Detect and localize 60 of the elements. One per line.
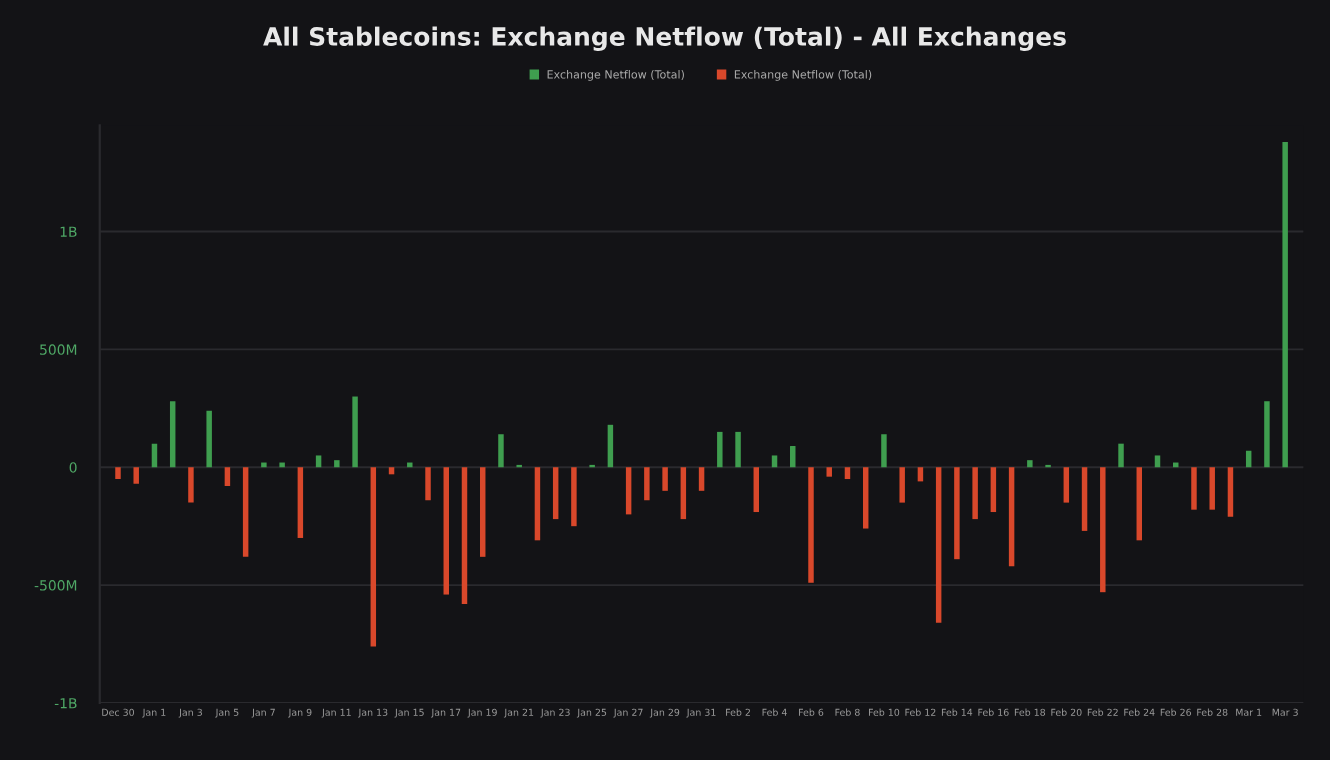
bar [625, 467, 632, 515]
bar [425, 467, 431, 501]
bar [388, 467, 395, 475]
bar [498, 434, 504, 468]
bar [899, 467, 905, 503]
bar [133, 467, 139, 484]
bar [206, 410, 212, 468]
bar [315, 455, 322, 468]
bar [826, 467, 832, 477]
bar [808, 467, 814, 583]
bar [1264, 401, 1270, 468]
bar [1154, 455, 1161, 468]
bar [735, 431, 741, 468]
bar [862, 467, 869, 529]
bar [188, 467, 194, 503]
bar [169, 401, 176, 468]
bar [1282, 141, 1288, 468]
bar [990, 467, 997, 513]
bar [1027, 460, 1033, 468]
bar [972, 467, 978, 520]
bar [717, 431, 723, 468]
bar [790, 446, 796, 468]
bar [479, 467, 486, 557]
bar [844, 467, 851, 480]
bar [1008, 467, 1015, 567]
bar [461, 467, 468, 604]
bar [1209, 467, 1215, 510]
chart-title: All Stablecoins: Exchange Netflow (Total) - All Exchanges [263, 26, 1066, 51]
bar [370, 467, 377, 647]
bar [680, 467, 687, 520]
bar [662, 467, 668, 491]
bar [1227, 467, 1234, 517]
bar [297, 467, 304, 538]
bar [279, 462, 285, 468]
bar [1191, 467, 1197, 510]
bar [352, 396, 358, 468]
bar [644, 467, 650, 501]
bar [935, 467, 942, 623]
bar [1136, 467, 1142, 541]
bar [552, 467, 559, 520]
bar [443, 467, 449, 595]
bar [1118, 443, 1124, 468]
bar [698, 467, 705, 491]
bar [1100, 467, 1106, 593]
bar [224, 467, 231, 487]
bar [534, 467, 541, 541]
bar [334, 460, 340, 468]
bar [115, 467, 121, 480]
bar [881, 434, 887, 468]
bar [571, 467, 577, 527]
bar [1063, 467, 1070, 503]
bar [261, 462, 267, 468]
bar [917, 467, 924, 482]
bar [753, 467, 760, 513]
bar [242, 467, 249, 557]
bar [407, 462, 413, 468]
bar [771, 455, 778, 468]
bar [607, 424, 614, 468]
bar [954, 467, 960, 560]
bar [1081, 467, 1088, 531]
